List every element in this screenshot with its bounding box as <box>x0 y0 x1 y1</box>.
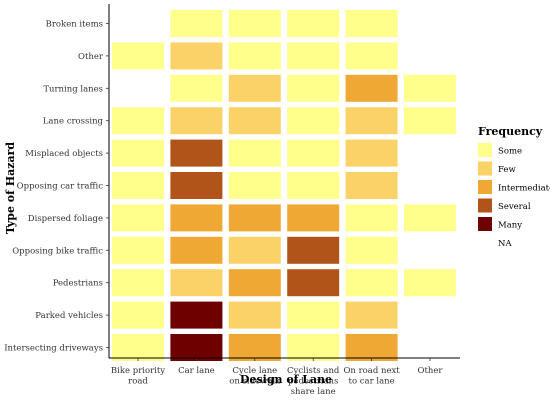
legend-swatch-few <box>478 161 492 176</box>
heatmap-cell-opposing-car-traffic-car-lane <box>170 172 223 199</box>
heatmap-cell-turning-lanes-cycle-lane-on-sidewalk <box>228 74 281 102</box>
y-axis-title: Type of Hazard <box>4 142 17 234</box>
x-tick-label-bike-priority-road: Bike priority road <box>111 366 165 387</box>
heatmap-cell-dispersed-foliage-other <box>404 204 456 232</box>
heatmap-cell-pedestrians-car-lane <box>170 269 223 297</box>
x-axis-title: Design of Lane <box>240 373 332 386</box>
heatmap-cells <box>112 10 456 361</box>
heatmap-cell-misplaced-objects-cyclists-and-pedestrians-share-lane <box>287 139 340 167</box>
heatmap-cell-broken-items-cycle-lane-on-sidewalk <box>228 10 281 37</box>
heatmap-cell-lane-crossing-cyclists-and-pedestrians-share-lane <box>287 107 340 135</box>
x-tick-label-cyclists-and-pedestrians-share-lane: Cyclists and pedestrians share lane <box>287 366 340 397</box>
axes <box>106 4 460 361</box>
heatmap-cell-other-on-road-next-to-car-lane <box>345 42 398 70</box>
heatmap-cell-parked-vehicles-car-lane <box>170 301 223 329</box>
heatmap-cell-broken-items-on-road-next-to-car-lane <box>345 10 398 37</box>
heatmap-cell-pedestrians-cyclists-and-pedestrians-share-lane <box>287 269 340 297</box>
heatmap-cell-misplaced-objects-car-lane <box>170 139 223 167</box>
y-tick-label-intersecting-driveways: Intersecting driveways <box>4 344 103 354</box>
y-tick-label-opposing-bike-traffic: Opposing bike traffic <box>12 246 103 256</box>
y-tick-label-pedestrians: Pedestrians <box>53 279 103 289</box>
y-tick-labels: Broken items Other Turning lanes Lane cross… <box>4 20 104 354</box>
heatmap-cell-intersecting-driveways-cycle-lane-on-sidewalk <box>228 334 281 361</box>
y-tick-label-dispersed-foliage: Dispersed foliage <box>28 214 103 224</box>
heatmap-cell-opposing-car-traffic-on-road-next-to-car-lane <box>345 172 398 199</box>
heatmap-cell-turning-lanes-car-lane <box>170 74 223 102</box>
y-tick-label-misplaced-objects: Misplaced objects <box>25 149 103 159</box>
heatmap-cell-opposing-bike-traffic-cyclists-and-pedestrians-share-lane <box>287 236 340 264</box>
heatmap-cell-pedestrians-bike-priority-road <box>112 269 164 297</box>
heatmap-cell-parked-vehicles-cycle-lane-on-sidewalk <box>228 301 281 329</box>
x-tick-labels: Bike priority road Car lane Cycle lane on si… <box>111 366 444 397</box>
heatmap-cell-pedestrians-on-road-next-to-car-lane <box>345 269 398 297</box>
heatmap-cell-intersecting-driveways-on-road-next-to-car-lane <box>345 334 398 361</box>
heatmap-cell-other-bike-priority-road <box>112 42 164 70</box>
legend-label-several: Several <box>498 202 531 212</box>
heatmap-cell-opposing-bike-traffic-car-lane <box>170 236 223 264</box>
heatmap-cell-dispersed-foliage-bike-priority-road <box>112 204 164 232</box>
heatmap-cell-other-cycle-lane-on-sidewalk <box>228 42 281 70</box>
heatmap-cell-parked-vehicles-cyclists-and-pedestrians-share-lane <box>287 301 340 329</box>
heatmap-cell-opposing-bike-traffic-cycle-lane-on-sidewalk <box>228 236 281 264</box>
heatmap-cell-turning-lanes-other <box>404 74 456 102</box>
heatmap-cell-other-car-lane <box>170 42 223 70</box>
heatmap-cell-dispersed-foliage-cycle-lane-on-sidewalk <box>228 204 281 232</box>
heatmap-cell-misplaced-objects-on-road-next-to-car-lane <box>345 139 398 167</box>
legend-swatch-many <box>478 217 492 231</box>
legend-swatch-several <box>478 198 492 213</box>
legend-label-few: Few <box>498 165 516 175</box>
heatmap-cell-lane-crossing-cycle-lane-on-sidewalk <box>228 107 281 135</box>
heatmap-cell-broken-items-car-lane <box>170 10 223 37</box>
y-tick-label-lane-crossing: Lane crossing <box>43 117 104 127</box>
y-tick-label-other: Other <box>78 52 104 62</box>
y-tick-label-parked-vehicles: Parked vehicles <box>35 311 103 321</box>
heatmap-cell-lane-crossing-other <box>404 107 456 135</box>
x-tick-label-car-lane: Car lane <box>178 366 215 376</box>
heatmap-cell-dispersed-foliage-on-road-next-to-car-lane <box>345 204 398 232</box>
legend-swatch-some <box>478 143 492 157</box>
heatmap-cell-misplaced-objects-cycle-lane-on-sidewalk <box>228 139 281 167</box>
x-tick-label-on-road-next-to-car-lane: On road next to car lane <box>343 366 400 387</box>
y-tick-label-opposing-car-traffic: Opposing car traffic <box>17 182 104 192</box>
heatmap-cell-other-cyclists-and-pedestrians-share-lane <box>287 42 340 70</box>
y-tick-label-broken-items: Broken items <box>46 20 103 30</box>
legend: Frequency Some Few Intermediate Several Many… <box>478 125 550 250</box>
heatmap-cell-dispersed-foliage-cyclists-and-pedestrians-share-lane <box>287 204 340 232</box>
legend-label-intermediate: Intermediate <box>498 184 550 194</box>
heatmap-cell-opposing-bike-traffic-bike-priority-road <box>112 236 164 264</box>
heatmap-cell-turning-lanes-cyclists-and-pedestrians-share-lane <box>287 74 340 102</box>
heatmap-cell-broken-items-cyclists-and-pedestrians-share-lane <box>287 10 340 37</box>
heatmap-cell-intersecting-driveways-cyclists-and-pedestrians-share-lane <box>287 334 340 361</box>
legend-title: Frequency <box>478 125 543 138</box>
heatmap-cell-misplaced-objects-bike-priority-road <box>112 139 164 167</box>
heatmap-cell-pedestrians-cycle-lane-on-sidewalk <box>228 269 281 297</box>
heatmap-cell-opposing-car-traffic-cyclists-and-pedestrians-share-lane <box>287 172 340 199</box>
heatmap-cell-opposing-bike-traffic-on-road-next-to-car-lane <box>345 236 398 264</box>
heatmap-cell-parked-vehicles-on-road-next-to-car-lane <box>345 301 398 329</box>
legend-label-many: Many <box>498 221 522 231</box>
x-tick-label-other: Other <box>418 366 444 376</box>
heatmap-cell-lane-crossing-on-road-next-to-car-lane <box>345 107 398 135</box>
heatmap-cell-dispersed-foliage-car-lane <box>170 204 223 232</box>
legend-swatch-intermediate <box>478 180 492 194</box>
x-tick-label-cycle-lane-on-sidewalk: Cycle lane on sidewalk <box>229 366 281 387</box>
heatmap-cell-intersecting-driveways-bike-priority-road <box>112 334 164 361</box>
legend-label-na: NA <box>498 239 512 249</box>
heatmap-cell-lane-crossing-car-lane <box>170 107 223 135</box>
legend-label-some: Some <box>498 147 522 157</box>
heatmap-cell-pedestrians-other <box>404 269 456 297</box>
heatmap-cell-opposing-car-traffic-bike-priority-road <box>112 172 164 199</box>
heatmap-cell-lane-crossing-bike-priority-road <box>112 107 164 135</box>
legend-swatch-na <box>478 235 492 250</box>
heatmap-cell-turning-lanes-on-road-next-to-car-lane <box>345 74 398 102</box>
heatmap-cell-opposing-car-traffic-cycle-lane-on-sidewalk <box>228 172 281 199</box>
heatmap-cell-parked-vehicles-bike-priority-road <box>112 301 164 329</box>
y-tick-label-turning-lanes: Turning lanes <box>43 84 103 94</box>
heatmap-cell-intersecting-driveways-car-lane <box>170 334 223 361</box>
